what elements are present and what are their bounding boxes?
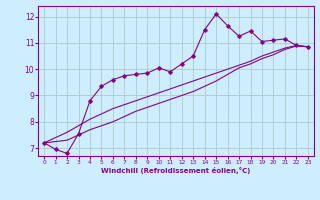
X-axis label: Windchill (Refroidissement éolien,°C): Windchill (Refroidissement éolien,°C) <box>101 167 251 174</box>
